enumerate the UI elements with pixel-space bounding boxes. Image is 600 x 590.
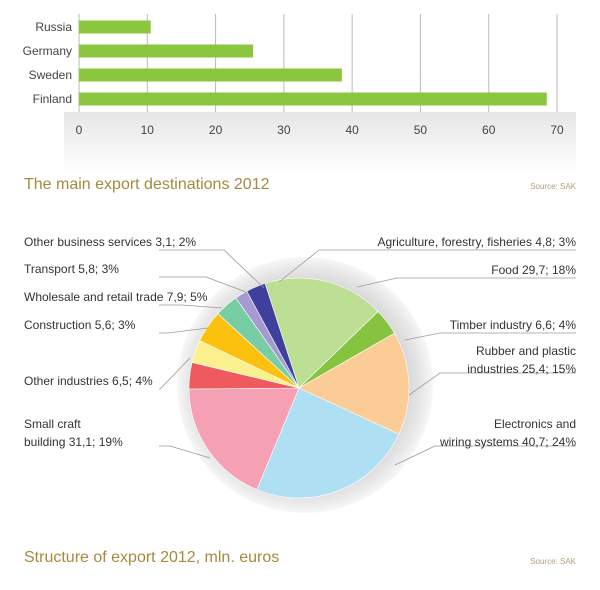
pie-slice-label: Small craft (24, 417, 81, 431)
leader-line (159, 327, 209, 334)
pie-slice (246, 283, 300, 389)
x-tick-label: 0 (76, 123, 83, 137)
pie-slice (264, 277, 379, 389)
bar (79, 68, 342, 82)
x-tick-label: 70 (550, 123, 564, 137)
leader-line (159, 357, 191, 390)
pie-slice-label: wiring systems 40,7; 24% (439, 435, 576, 449)
pie-slice-label: Construction 5,6; 3% (24, 318, 136, 332)
bar (79, 92, 547, 106)
bar-chart-title: The main export destinations 2012 (24, 176, 270, 193)
pie-slice (298, 332, 410, 435)
x-tick-label: 50 (414, 123, 428, 137)
pie-slice (188, 387, 300, 491)
x-tick-label: 20 (209, 123, 223, 137)
pie-chart: Food 29,7; 18% Timber industry 6,6; 4% Rub… (24, 235, 577, 513)
x-tick-label: 40 (345, 123, 359, 137)
leader-line (394, 445, 576, 466)
x-tick-label: 30 (277, 123, 291, 137)
leader-line (159, 276, 247, 293)
x-tick-label: 60 (482, 123, 496, 137)
pie-slice-label: Other business services 3,1; 2% (24, 235, 196, 249)
pie-chart-title: Structure of export 2012, mln. euros (24, 549, 280, 566)
y-category-label: Russia (35, 20, 72, 34)
y-category-label: Germany (23, 44, 72, 58)
y-category-label: Finland (33, 92, 72, 106)
leader-line (408, 372, 576, 396)
pie-chart-source: Source: SAK (530, 557, 576, 566)
bar-chart-source: Source: SAK (530, 182, 576, 191)
leader-line (356, 277, 576, 288)
pie-slice-label: Transport 5,8; 3% (24, 262, 119, 276)
x-tick-label: 10 (141, 123, 155, 137)
leader-line (159, 445, 211, 459)
bar-chart: Russia Germany Sweden Finland 0 10 20 30 40 50 60… (23, 14, 576, 174)
leader-line (159, 249, 265, 289)
pie-slice-label: Rubber and plastic (476, 344, 576, 358)
bar (79, 44, 254, 58)
pie-slice-label: building 31,1; 19% (24, 435, 123, 449)
leader-line (404, 332, 576, 341)
pie-slice-label: Agriculture, forestry, fisheries 4,8; 3% (377, 235, 576, 249)
bar (79, 20, 151, 34)
y-category-label: Sweden (29, 68, 72, 82)
pie-slice-label: Wholesale and retail trade 7,9; 5% (24, 290, 208, 304)
axis-band (64, 112, 576, 174)
pie-slice-label: Food 29,7; 18% (491, 263, 576, 277)
pie-slice-label: Other industries 6,5; 4% (24, 374, 153, 388)
pie-slice-label: Timber industry 6,6; 4% (450, 318, 577, 332)
pie-slice (256, 387, 400, 499)
pie-slice-label: industries 25,4; 15% (467, 362, 576, 376)
leader-line (159, 304, 223, 309)
leader-line (278, 249, 576, 283)
pie-slice-label: Electronics and (494, 417, 576, 431)
